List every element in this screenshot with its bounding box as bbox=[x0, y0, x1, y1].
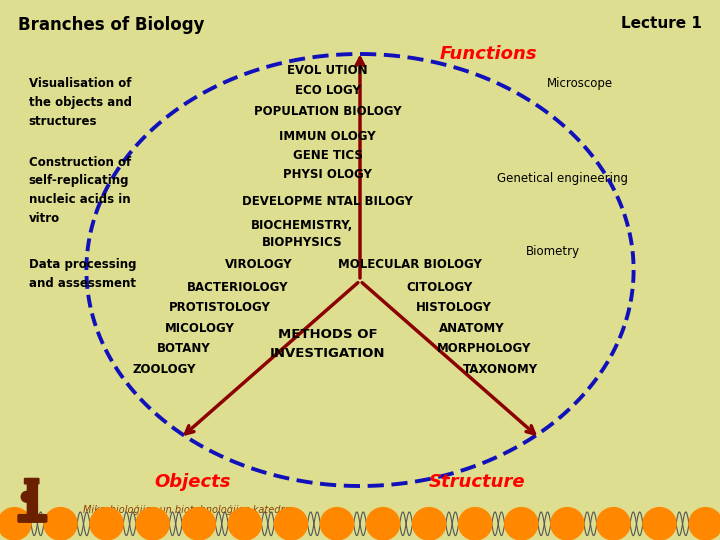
Ellipse shape bbox=[366, 508, 400, 540]
Text: Biometry: Biometry bbox=[526, 245, 580, 258]
Text: EVOL UTION: EVOL UTION bbox=[287, 64, 368, 77]
FancyBboxPatch shape bbox=[27, 483, 37, 522]
Text: nucleic acids in: nucleic acids in bbox=[29, 193, 130, 206]
Ellipse shape bbox=[597, 508, 630, 540]
Text: ECO LOGY: ECO LOGY bbox=[294, 84, 361, 97]
Text: HISTOLOGY: HISTOLOGY bbox=[415, 301, 492, 314]
Text: Genetical engineering: Genetical engineering bbox=[497, 172, 628, 185]
Text: vitro: vitro bbox=[29, 212, 60, 225]
Ellipse shape bbox=[136, 508, 169, 540]
Text: POPULATION BIOLOGY: POPULATION BIOLOGY bbox=[253, 105, 402, 118]
FancyBboxPatch shape bbox=[18, 515, 47, 522]
Ellipse shape bbox=[228, 508, 261, 540]
Text: Structure: Structure bbox=[428, 472, 525, 491]
Text: Microscope: Microscope bbox=[547, 77, 613, 90]
Text: MORPHOLOGY: MORPHOLOGY bbox=[436, 342, 531, 355]
Text: Branches of Biology: Branches of Biology bbox=[18, 16, 204, 34]
Text: Visualisation of: Visualisation of bbox=[29, 77, 131, 90]
Text: self-replicating: self-replicating bbox=[29, 174, 130, 187]
Ellipse shape bbox=[551, 508, 584, 540]
Text: MICOLOGY: MICOLOGY bbox=[165, 322, 235, 335]
Ellipse shape bbox=[0, 508, 31, 540]
Ellipse shape bbox=[505, 508, 538, 540]
Text: ZOOLOGY: ZOOLOGY bbox=[132, 363, 196, 376]
Ellipse shape bbox=[689, 508, 720, 540]
Text: VIROLOGY: VIROLOGY bbox=[225, 258, 293, 271]
Text: Objects: Objects bbox=[155, 472, 231, 491]
Text: Functions: Functions bbox=[439, 45, 537, 63]
Text: GENE TICS: GENE TICS bbox=[292, 149, 363, 162]
Text: PHYSI OLOGY: PHYSI OLOGY bbox=[283, 168, 372, 181]
Text: and assessment: and assessment bbox=[29, 277, 136, 290]
Text: CITOLOGY: CITOLOGY bbox=[406, 281, 472, 294]
Ellipse shape bbox=[182, 508, 215, 540]
Ellipse shape bbox=[274, 508, 307, 540]
Text: DEVELOPME NTAL BILOGY: DEVELOPME NTAL BILOGY bbox=[242, 195, 413, 208]
FancyBboxPatch shape bbox=[24, 478, 39, 484]
Text: BIOCHEMISTRY,: BIOCHEMISTRY, bbox=[251, 219, 354, 232]
Text: BOTANY: BOTANY bbox=[157, 342, 210, 355]
Ellipse shape bbox=[459, 508, 492, 540]
Text: BACTERIOLOGY: BACTERIOLOGY bbox=[187, 281, 288, 294]
Ellipse shape bbox=[22, 491, 32, 502]
Text: IMMUN OLOGY: IMMUN OLOGY bbox=[279, 130, 376, 143]
Ellipse shape bbox=[413, 508, 446, 540]
Ellipse shape bbox=[44, 508, 77, 540]
Text: INVESTIGATION: INVESTIGATION bbox=[270, 347, 385, 360]
Text: Data processing: Data processing bbox=[29, 258, 136, 271]
Text: TAXONOMY: TAXONOMY bbox=[463, 363, 538, 376]
Text: PROTISTOLOGY: PROTISTOLOGY bbox=[168, 301, 271, 314]
Ellipse shape bbox=[643, 508, 676, 540]
Text: structures: structures bbox=[29, 115, 97, 128]
Text: MOLECULAR BIOLOGY: MOLECULAR BIOLOGY bbox=[338, 258, 482, 271]
Text: Construction of: Construction of bbox=[29, 156, 131, 168]
Text: Mikrobioloģijas un biotehnoloģijas katedra: Mikrobioloģijas un biotehnoloģijas kated… bbox=[83, 505, 290, 515]
Text: Lecture 1: Lecture 1 bbox=[621, 16, 702, 31]
Ellipse shape bbox=[90, 508, 123, 540]
Text: METHODS OF: METHODS OF bbox=[278, 328, 377, 341]
Text: the objects and: the objects and bbox=[29, 96, 132, 109]
Text: BIOPHYSICS: BIOPHYSICS bbox=[262, 237, 343, 249]
Text: ANATOMY: ANATOMY bbox=[438, 322, 505, 335]
Ellipse shape bbox=[320, 508, 354, 540]
